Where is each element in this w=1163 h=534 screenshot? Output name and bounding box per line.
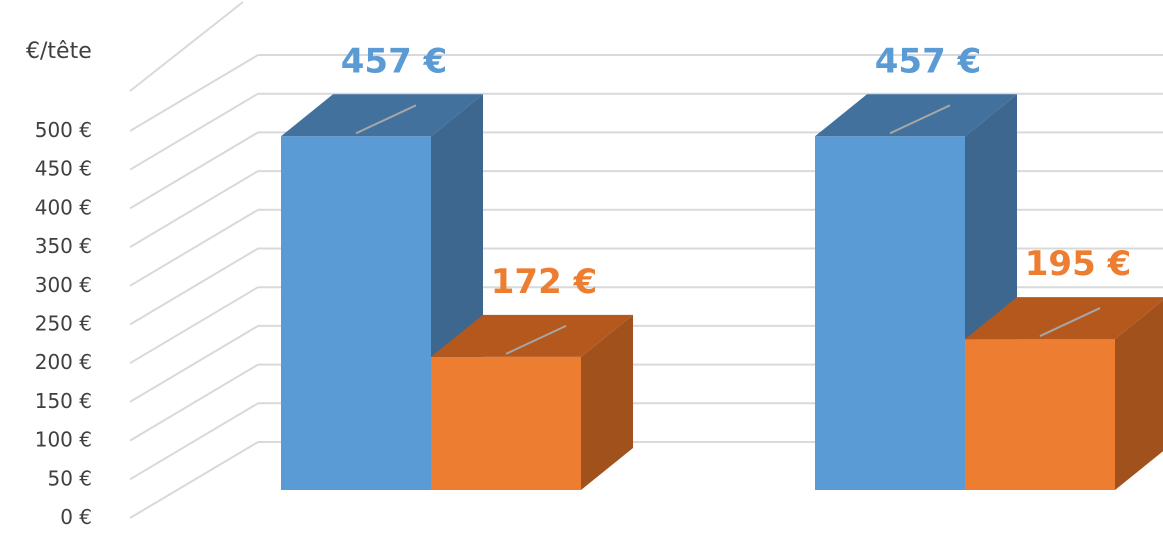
- y-tick-label: 150 €: [35, 389, 92, 413]
- gridline-side: [129, 247, 259, 326]
- bar-front: [431, 356, 581, 490]
- data-label-leader: [889, 104, 951, 135]
- data-label-leader: [355, 104, 417, 135]
- bars: [281, 94, 1163, 491]
- bar-top: [965, 297, 1163, 340]
- y-axis-unit-label: €/tête: [26, 39, 92, 64]
- y-tick-label: 300 €: [35, 273, 92, 297]
- bar-top: [815, 94, 1017, 137]
- y-tick-label: 250 €: [35, 312, 92, 336]
- data-label-leader: [505, 324, 567, 355]
- gridline-side: [129, 441, 259, 519]
- y-tick-label: 450 €: [35, 157, 92, 181]
- gridline-side: [129, 208, 259, 287]
- data-labels: 457 € 457 € 172 € 195 €: [341, 41, 1131, 302]
- data-label-leader: [1039, 307, 1101, 337]
- y-tick-label: 200 €: [35, 350, 92, 374]
- y-tick-label: 350 €: [35, 234, 92, 258]
- y-tick-label: 500 €: [35, 118, 92, 142]
- bar-side: [581, 314, 633, 490]
- y-tick-label: 0 €: [60, 505, 92, 529]
- gridline-side: [129, 170, 259, 248]
- gridline-side: [129, 1, 244, 92]
- y-tick-label: 100 €: [35, 428, 92, 452]
- data-label: 195 €: [1025, 244, 1131, 284]
- gridline-side: [129, 131, 259, 210]
- y-axis: €/tête 0 € 50 € 100 € 150 € 200 € 250 € 300 € 3…: [26, 39, 92, 529]
- gridline-side: [129, 286, 259, 365]
- gridline-side: [129, 325, 259, 403]
- bar-front: [815, 136, 965, 491]
- bar-top: [431, 314, 633, 357]
- bar-front: [281, 136, 431, 491]
- gridline-side: [129, 363, 259, 442]
- bar-side: [1115, 300, 1163, 490]
- bar-front: [965, 339, 1115, 490]
- gridline-side: [129, 54, 259, 132]
- gridline-side: [129, 402, 259, 481]
- data-label: 457 €: [341, 41, 447, 81]
- y-tick-label: 50 €: [47, 466, 92, 490]
- gridline-side: [129, 92, 259, 171]
- data-label: 172 €: [491, 262, 597, 302]
- bar-top: [281, 94, 483, 137]
- data-label: 457 €: [875, 41, 981, 81]
- y-tick-label: 400 €: [35, 195, 92, 219]
